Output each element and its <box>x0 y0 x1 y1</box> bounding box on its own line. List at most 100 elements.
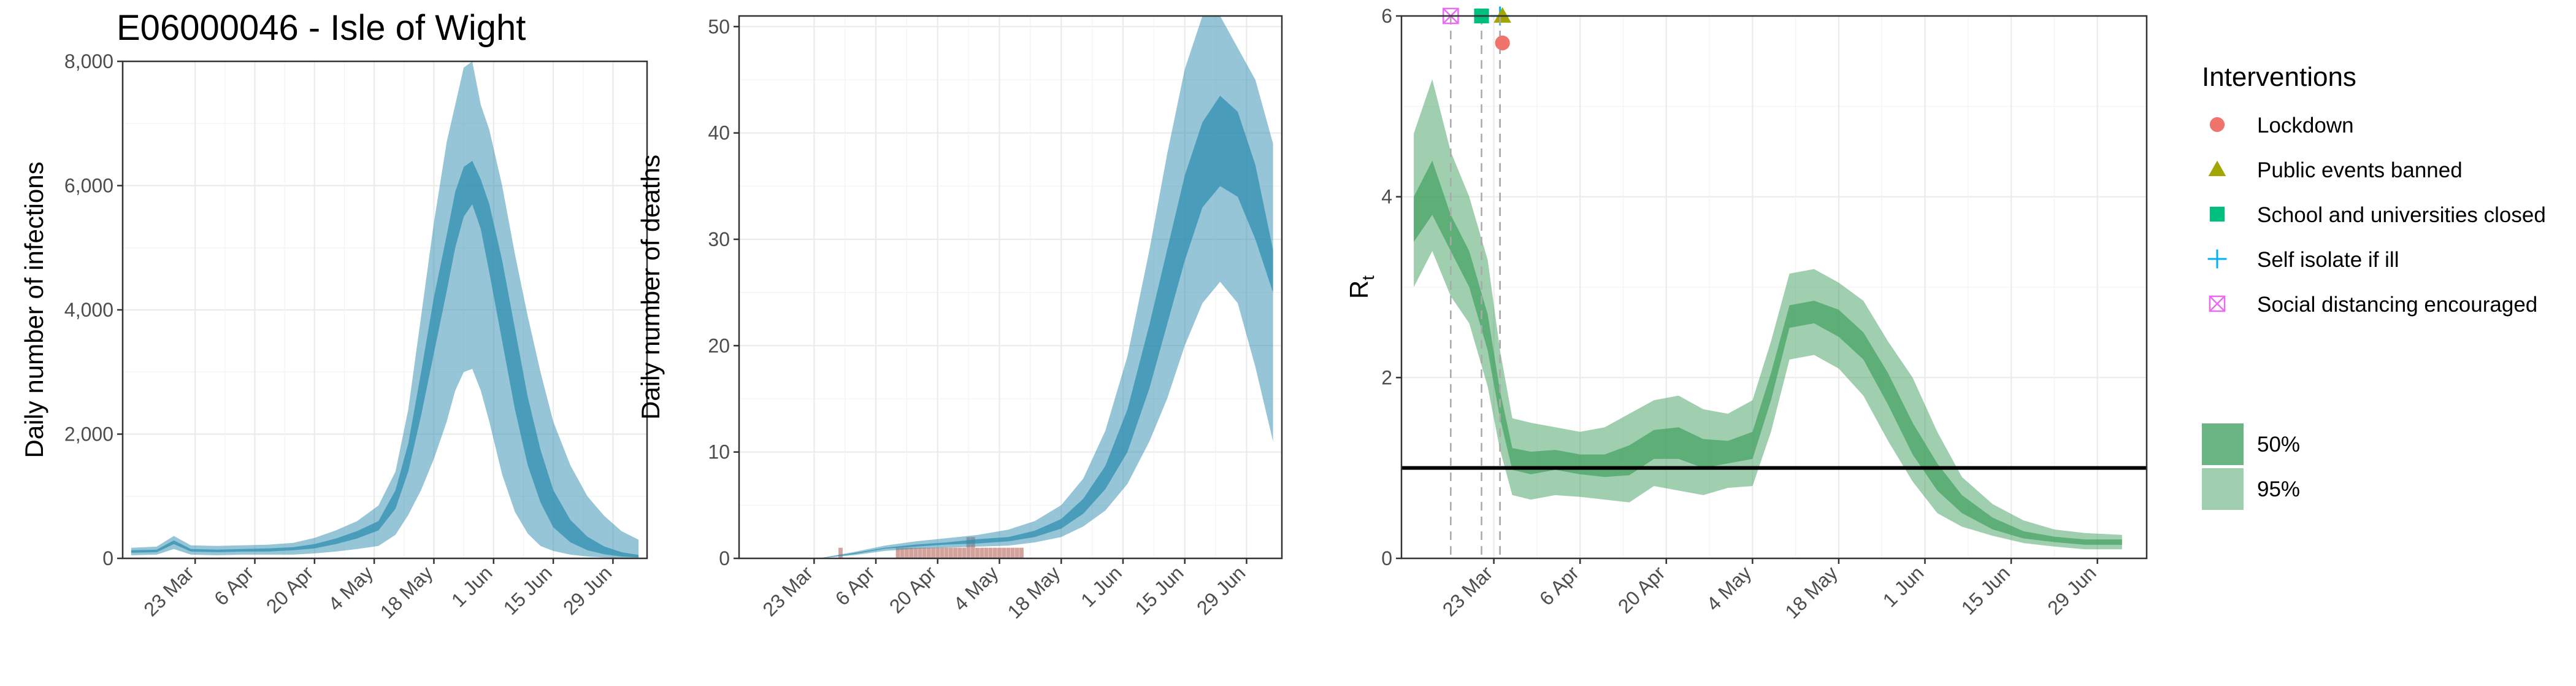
observed-death-bar-3 <box>905 547 909 558</box>
observed-death-bar-17 <box>966 537 971 558</box>
chart-title: E06000046 - Isle of Wight <box>117 8 526 48</box>
infections-xtick-label-0: 23 Mar <box>139 561 198 620</box>
legend-marker-square-cross-d2 <box>2209 296 2225 312</box>
legend-items: Lockdown Public events banned School and u… <box>2207 114 2546 317</box>
rt-xtick-label-2: 20 Apr <box>1614 561 1669 617</box>
legend-interval-swatch-1 <box>2202 468 2244 510</box>
observed-death-bar-9 <box>931 547 935 558</box>
rt-xtick-label-4: 18 May <box>1781 561 1842 623</box>
legend-title: Interventions <box>2202 62 2356 92</box>
infections-ytick-label-1: 2,000 <box>64 423 113 445</box>
rt-xtick-label-3: 4 May <box>1702 561 1755 615</box>
observed-death-bar-7 <box>922 547 927 558</box>
infections-ylabel: Daily number of infections <box>20 161 48 458</box>
deaths-xtick-label-7: 29 Jun <box>1192 561 1249 619</box>
legend-marker-triangle <box>2208 160 2226 176</box>
observed-death-bar-29 <box>1019 547 1024 558</box>
observed-death-bar-23 <box>992 547 997 558</box>
legend-label-square: School and universities closed <box>2257 203 2546 227</box>
legend-interval-label-1: 95% <box>2257 477 2300 501</box>
rt-ylabel: Rt <box>1344 276 1378 299</box>
rt-panel: 0 2 4 6 23 Mar 6 Apr 20 Apr 4 May 18 May 1 Jun 15 … <box>1344 5 2148 623</box>
rt-ytick-label-2: 4 <box>1381 186 1392 208</box>
observed-death-bar-25 <box>1002 547 1006 558</box>
observed-death-bar-21 <box>984 547 989 558</box>
rt-xtick-label-0: 23 Mar <box>1438 561 1497 620</box>
observed-death-bar-24 <box>997 547 1002 558</box>
observed-death-bar-26 <box>1006 547 1011 558</box>
deaths-ytick-label-3: 30 <box>708 228 730 250</box>
legend-interval-label-0: 50% <box>2257 433 2300 457</box>
legend-label-plus: Self isolate if ill <box>2257 248 2399 272</box>
legend-interval-swatch-0 <box>2202 423 2244 465</box>
deaths-xtick-label-2: 20 Apr <box>885 561 941 617</box>
infections-panel: 0 2,000 4,000 6,000 8,000 23 Mar 6 Apr 20 Apr 4 … <box>20 50 648 623</box>
observed-death-bar-20 <box>979 547 984 558</box>
deaths-ribbon-95pct <box>818 16 1273 558</box>
legend-label-circle: Lockdown <box>2257 114 2354 137</box>
observed-death-bar-12 <box>944 547 949 558</box>
infections-ytick-label-4: 8,000 <box>64 50 113 72</box>
rt-plot-border <box>1400 15 2148 560</box>
observed-death-bar-10 <box>935 547 940 558</box>
legend: Interventions Lockdown Public events bann… <box>2202 62 2546 510</box>
legend-marker-square-cross-box <box>2209 295 2226 312</box>
deaths-xtick-label-6: 15 Jun <box>1130 561 1187 619</box>
observed-death-bar-19 <box>975 547 979 558</box>
intervention-marker-circle <box>1495 35 1510 51</box>
legend-marker-plus <box>2207 249 2227 269</box>
rt-ytick-label-3: 6 <box>1381 5 1392 27</box>
rt-xtick-label-6: 15 Jun <box>1957 561 2014 619</box>
observed-death-bar-0 <box>838 547 843 558</box>
observed-death-bar-14 <box>953 547 957 558</box>
rt-xtick-label-7: 29 Jun <box>2043 561 2100 619</box>
observed-death-bar-5 <box>913 547 918 558</box>
observed-death-bar-8 <box>926 547 931 558</box>
deaths-xtick-label-4: 18 May <box>1003 561 1065 623</box>
deaths-ytick-label-4: 40 <box>708 122 730 144</box>
intervention-marker-triangle <box>1493 7 1511 23</box>
legend-label-triangle: Public events banned <box>2257 158 2463 182</box>
legend-marker-circle <box>2209 117 2225 133</box>
observed-death-bar-28 <box>1014 547 1019 558</box>
deaths-plot-border <box>738 15 1283 560</box>
rt-ytick-label-0: 0 <box>1381 547 1392 569</box>
observed-death-bar-4 <box>909 547 914 558</box>
infections-xtick-label-4: 18 May <box>376 561 437 623</box>
infections-ribbon-95pct <box>131 61 639 558</box>
deaths-ytick-label-2: 20 <box>708 334 730 356</box>
observed-death-bar-16 <box>962 547 967 558</box>
infections-ytick-label-0: 0 <box>102 547 113 569</box>
legend-marker-square <box>2209 206 2225 222</box>
observed-death-bar-15 <box>957 547 962 558</box>
deaths-xtick-label-3: 4 May <box>949 561 1002 615</box>
infections-xtick-label-2: 20 Apr <box>262 561 318 617</box>
observed-death-bar-27 <box>1010 547 1015 558</box>
deaths-xtick-label-5: 1 Jun <box>1076 561 1126 611</box>
infections-xtick-label-7: 29 Jun <box>559 561 616 619</box>
deaths-ylabel: Daily number of deaths <box>636 155 665 420</box>
observed-death-bar-1 <box>895 547 900 558</box>
infections-xtick-label-3: 4 May <box>324 561 377 615</box>
deaths-ytick-label-1: 10 <box>708 441 730 463</box>
infections-ytick-label-3: 6,000 <box>64 175 113 197</box>
infections-ytick-label-2: 4,000 <box>64 299 113 321</box>
legend-label-square-cross: Social distancing encouraged <box>2257 293 2537 317</box>
observed-death-bar-2 <box>900 547 905 558</box>
rt-ytick-label-1: 2 <box>1381 366 1392 388</box>
infections-xtick-label-6: 15 Jun <box>499 561 556 619</box>
deaths-xtick-label-1: 6 Apr <box>831 561 880 610</box>
observed-death-bar-11 <box>940 547 945 558</box>
rt-ribbon-95pct <box>1414 79 2122 550</box>
infections-xtick-label-5: 1 Jun <box>447 561 497 611</box>
deaths-ytick-label-0: 0 <box>719 547 730 569</box>
deaths-xtick-label-0: 23 Mar <box>758 561 817 620</box>
deaths-ytick-label-5: 50 <box>708 15 730 37</box>
legend-intervals: 50% 95% <box>2202 423 2300 510</box>
deaths-ribbon-50pct <box>818 96 1273 558</box>
observed-death-bar-6 <box>918 547 922 558</box>
legend-marker-square-cross <box>2209 295 2226 312</box>
